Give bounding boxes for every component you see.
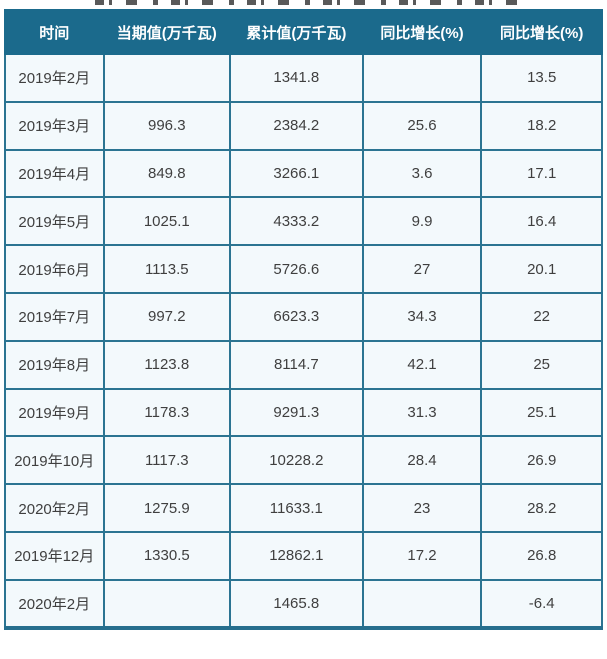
table-cell: 3266.1	[229, 148, 364, 199]
table-cell: 1330.5	[102, 530, 232, 581]
table-row: 2019年5月 1025.1 4333.2 9.9 16.4	[4, 196, 603, 247]
table-cell: 996.3	[102, 100, 232, 151]
table-cell: 2020年2月	[4, 578, 105, 629]
table-cell: 13.5	[480, 53, 603, 103]
table-cell	[102, 578, 232, 629]
table-cell: 2019年7月	[4, 291, 105, 342]
table-cell: 12862.1	[229, 530, 364, 581]
table-row: 2019年9月 1178.3 9291.3 31.3 25.1	[4, 387, 603, 438]
table-cell: 25.6	[361, 100, 483, 151]
cropped-title-fragment	[95, 0, 527, 5]
table-cell: 20.1	[480, 244, 603, 294]
table-cell: 997.2	[102, 291, 232, 342]
table-cell: 1113.5	[102, 244, 232, 294]
table-cell: 1123.8	[102, 339, 232, 390]
table-cell: 27	[361, 244, 483, 294]
table-cell: 2019年8月	[4, 339, 105, 390]
table-cell: 2019年12月	[4, 530, 105, 581]
table-cell: 2019年9月	[4, 387, 105, 438]
table-header-row: 时间 当期值(万千瓦) 累计值(万千瓦) 同比增长(%) 同比增长(%)	[4, 9, 603, 55]
table-row: 2019年4月 849.8 3266.1 3.6 17.1	[4, 148, 603, 199]
table-cell: 28.4	[361, 435, 483, 486]
table-cell: 25.1	[480, 387, 603, 438]
table-cell	[102, 53, 232, 103]
table-cell: 17.2	[361, 530, 483, 581]
table-cell: 9.9	[361, 196, 483, 247]
table-cell: 4333.2	[229, 196, 364, 247]
table-cell: 2019年5月	[4, 196, 105, 247]
table-cell: 1341.8	[229, 53, 364, 103]
table-row: 2019年7月 997.2 6623.3 34.3 22	[4, 291, 603, 342]
column-header: 时间	[4, 9, 105, 55]
table-cell: 2384.2	[229, 100, 364, 151]
table-cell: 26.9	[480, 435, 603, 486]
table-cell: -6.4	[480, 578, 603, 629]
table-cell: 1275.9	[102, 483, 232, 533]
table-row: 2019年6月 1113.5 5726.6 27 20.1	[4, 244, 603, 294]
table-cell: 22	[480, 291, 603, 342]
table-cell: 23	[361, 483, 483, 533]
table-cell: 8114.7	[229, 339, 364, 390]
table-cell: 1025.1	[102, 196, 232, 247]
column-header: 当期值(万千瓦)	[102, 9, 232, 55]
table-cell: 849.8	[102, 148, 232, 199]
table-cell: 25	[480, 339, 603, 390]
column-header: 同比增长(%)	[361, 9, 483, 55]
table-row: 2020年2月 1465.8 -6.4	[4, 578, 603, 629]
table-cell: 16.4	[480, 196, 603, 247]
table-row: 2020年2月 1275.9 11633.1 23 28.2	[4, 483, 603, 533]
table-cell: 2019年2月	[4, 53, 105, 103]
table-cell: 2020年2月	[4, 483, 105, 533]
table-cell: 18.2	[480, 100, 603, 151]
table-cell: 42.1	[361, 339, 483, 390]
table-row: 2019年12月 1330.5 12862.1 17.2 26.8	[4, 530, 603, 581]
table-cell: 1117.3	[102, 435, 232, 486]
table-cell: 34.3	[361, 291, 483, 342]
table-row: 2019年3月 996.3 2384.2 25.6 18.2	[4, 100, 603, 151]
table-cell: 2019年6月	[4, 244, 105, 294]
table-row: 2019年10月 1117.3 10228.2 28.4 26.9	[4, 435, 603, 486]
table-cell	[361, 53, 483, 103]
table-cell: 28.2	[480, 483, 603, 533]
table-row: 2019年8月 1123.8 8114.7 42.1 25	[4, 339, 603, 390]
table-cell: 2019年3月	[4, 100, 105, 151]
column-header: 累计值(万千瓦)	[229, 9, 364, 55]
table-cell: 10228.2	[229, 435, 364, 486]
table-row: 2019年2月 1341.8 13.5	[4, 53, 603, 103]
table-header: 时间 当期值(万千瓦) 累计值(万千瓦) 同比增长(%) 同比增长(%)	[4, 9, 603, 55]
table-cell: 1465.8	[229, 578, 364, 629]
column-header: 同比增长(%)	[480, 9, 603, 55]
table-cell: 3.6	[361, 148, 483, 199]
table-cell: 9291.3	[229, 387, 364, 438]
table-cell: 2019年4月	[4, 148, 105, 199]
table-cell: 5726.6	[229, 244, 364, 294]
table-cell: 26.8	[480, 530, 603, 581]
table-cell	[361, 578, 483, 629]
table-cell: 17.1	[480, 148, 603, 199]
table-cell: 2019年10月	[4, 435, 105, 486]
table-body: 2019年2月 1341.8 13.5 2019年3月 996.3 2384.2 25.6 1…	[4, 53, 603, 629]
statistics-table: 时间 当期值(万千瓦) 累计值(万千瓦) 同比增长(%) 同比增长(%) 2019年2月…	[4, 9, 603, 630]
table-cell: 31.3	[361, 387, 483, 438]
table-cell: 6623.3	[229, 291, 364, 342]
table-cell: 1178.3	[102, 387, 232, 438]
table-cell: 11633.1	[229, 483, 364, 533]
